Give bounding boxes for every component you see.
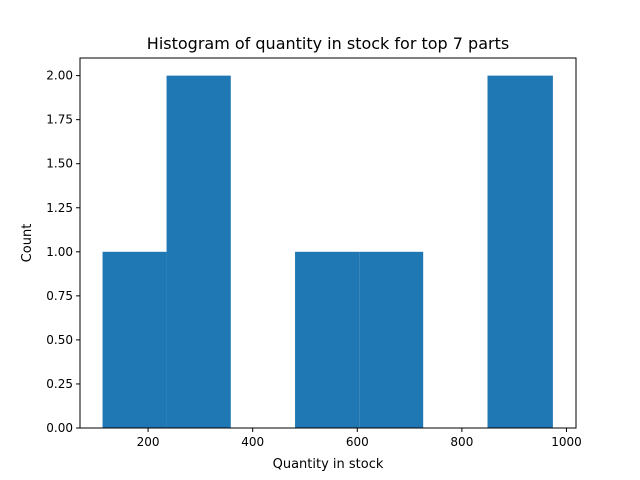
y-tick-label: 0.75: [46, 289, 73, 303]
chart-title: Histogram of quantity in stock for top 7…: [147, 34, 509, 53]
x-axis-ticks: 200 400 600 800 1000: [137, 428, 582, 449]
x-tick-label: 400: [241, 435, 264, 449]
y-tick-label: 1.25: [46, 201, 73, 215]
x-tick-label: 600: [346, 435, 369, 449]
y-tick-label: 0.00: [46, 421, 73, 435]
plot-frame: [79, 57, 577, 429]
y-axis-ticks: 0.00 0.25 0.50 0.75 1.00 1.25 1.50 1.75 2.00: [46, 69, 80, 435]
histogram-bar: [487, 75, 553, 428]
histogram-bar: [359, 251, 424, 428]
y-tick-label: 0.25: [46, 377, 73, 391]
x-tick-label: 1000: [551, 435, 582, 449]
y-tick-label: 1.50: [46, 157, 73, 171]
histogram-bar: [166, 75, 231, 428]
bars-group: [102, 75, 553, 428]
histogram-bar: [295, 251, 360, 428]
y-axis-label: Count: [20, 224, 35, 263]
x-tick-label: 800: [450, 435, 473, 449]
y-tick-label: 0.50: [46, 333, 73, 347]
y-tick-label: 2.00: [46, 69, 73, 83]
x-tick-label: 200: [137, 435, 160, 449]
x-axis-label: Quantity in stock: [273, 457, 384, 472]
y-tick-label: 1.75: [46, 113, 73, 127]
histogram-bar: [102, 251, 167, 428]
y-tick-label: 1.00: [46, 245, 73, 259]
